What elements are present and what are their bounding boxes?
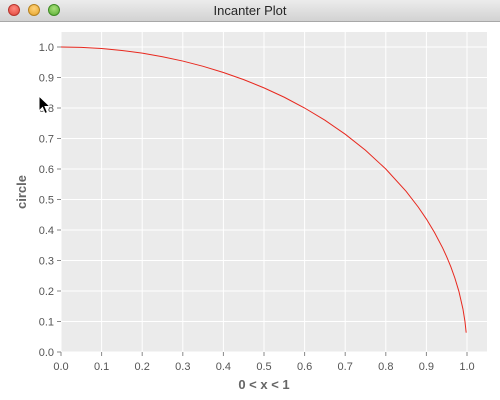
x-tick-label: 0.3 bbox=[175, 361, 190, 373]
line-chart: 0.0 0.1 0.2 0.3 0.4 0.5 0.6 0.7 0.8 0.9 1.0 0.0 0.1… bbox=[14, 32, 487, 392]
title-bar: Incanter Plot bbox=[0, 0, 500, 22]
minimize-window-button[interactable] bbox=[28, 4, 40, 16]
grid-lines bbox=[60, 32, 487, 353]
plot-area bbox=[61, 32, 487, 352]
y-tick-label: 0.0 bbox=[39, 347, 54, 359]
y-axis-ticks: 0.00.10.20.30.40.50.60.70.80.91.0 bbox=[39, 42, 61, 359]
zoom-window-button[interactable] bbox=[48, 4, 60, 16]
x-tick-label: 0.4 bbox=[216, 361, 231, 373]
y-tick-label: 0.2 bbox=[39, 286, 54, 298]
x-tick-label: 0.8 bbox=[378, 361, 393, 373]
y-tick-label: 0.3 bbox=[39, 256, 54, 268]
x-tick-label: 0.5 bbox=[256, 361, 271, 373]
window-title: Incanter Plot bbox=[213, 3, 287, 18]
x-tick-label: 0.1 bbox=[94, 361, 109, 373]
y-tick-label: 0.7 bbox=[39, 134, 54, 146]
x-tick-label: 0.0 bbox=[53, 361, 68, 373]
x-tick-label: 0.7 bbox=[338, 361, 353, 373]
x-tick-label: 0.9 bbox=[419, 361, 434, 373]
close-window-button[interactable] bbox=[8, 4, 20, 16]
y-axis-title: circle bbox=[14, 175, 29, 209]
series-line-circle bbox=[60, 46, 467, 333]
mouse-pointer-icon bbox=[38, 95, 52, 115]
y-tick-label: 0.1 bbox=[39, 317, 54, 329]
x-tick-label: 1.0 bbox=[459, 361, 474, 373]
x-axis-ticks: 0.0 0.1 0.2 0.3 0.4 0.5 0.6 0.7 0.8 0.9 1.0 bbox=[53, 352, 475, 373]
x-tick-label: 0.2 bbox=[135, 361, 150, 373]
x-tick-label: 0.6 bbox=[297, 361, 312, 373]
y-tick-label: 1.0 bbox=[39, 42, 54, 54]
y-tick-label: 0.5 bbox=[39, 195, 54, 207]
y-tick-label: 0.9 bbox=[39, 73, 54, 85]
x-axis-title: 0 < x < 1 bbox=[238, 377, 289, 392]
y-tick-label: 0.4 bbox=[39, 225, 54, 237]
y-tick-label: 0.6 bbox=[39, 164, 54, 176]
